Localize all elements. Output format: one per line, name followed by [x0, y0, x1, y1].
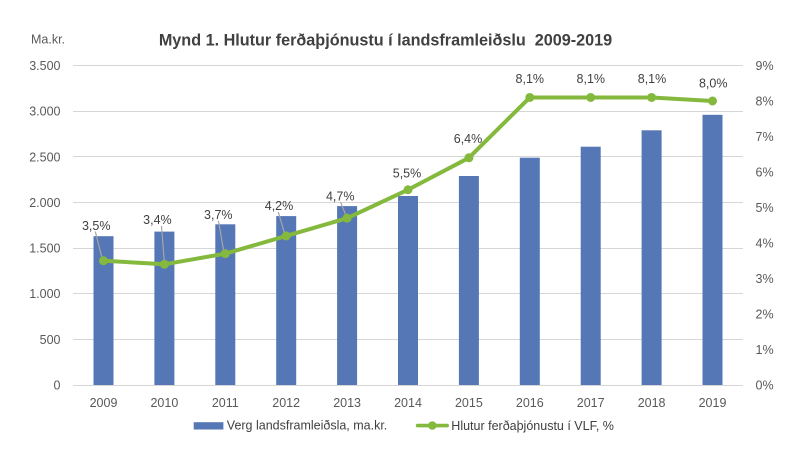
svg-text:1%: 1%	[756, 343, 774, 357]
svg-text:4%: 4%	[756, 237, 774, 251]
svg-text:8,1%: 8,1%	[577, 72, 606, 86]
svg-text:Hlutur ferðaþjónustu í VLF, %: Hlutur ferðaþjónustu í VLF, %	[451, 419, 614, 433]
svg-text:2.500: 2.500	[29, 150, 60, 164]
svg-text:5%: 5%	[756, 201, 774, 215]
svg-text:2011: 2011	[212, 396, 239, 410]
svg-text:3,4%: 3,4%	[143, 213, 172, 227]
svg-text:0: 0	[54, 379, 61, 393]
svg-text:6%: 6%	[756, 166, 774, 180]
svg-text:2015: 2015	[455, 396, 483, 410]
svg-text:4,2%: 4,2%	[265, 199, 294, 213]
svg-text:1.500: 1.500	[29, 242, 60, 256]
svg-text:9%: 9%	[756, 59, 774, 73]
svg-text:8%: 8%	[756, 95, 774, 109]
svg-text:5,5%: 5,5%	[393, 167, 422, 181]
svg-text:8,0%: 8,0%	[699, 76, 728, 90]
svg-text:Ma.kr.: Ma.kr.	[31, 33, 65, 47]
svg-text:3,7%: 3,7%	[204, 208, 233, 222]
svg-text:2019: 2019	[699, 396, 727, 410]
svg-text:2009: 2009	[90, 396, 118, 410]
svg-text:3%: 3%	[756, 272, 774, 286]
svg-text:2013: 2013	[333, 396, 361, 410]
svg-text:3,5%: 3,5%	[82, 219, 111, 233]
svg-text:2012: 2012	[272, 396, 300, 410]
svg-text:4,7%: 4,7%	[326, 190, 355, 204]
svg-text:Mynd 1. Hlutur ferðaþjónustu í: Mynd 1. Hlutur ferðaþjónustu í landsfram…	[159, 32, 612, 50]
svg-text:6,4%: 6,4%	[454, 132, 483, 146]
svg-text:500: 500	[40, 333, 61, 347]
svg-text:0%: 0%	[756, 379, 774, 393]
svg-text:Verg landsframleiðsla, ma.kr.: Verg landsframleiðsla, ma.kr.	[227, 419, 387, 433]
svg-text:1.000: 1.000	[29, 287, 60, 301]
svg-text:3.000: 3.000	[29, 105, 60, 119]
svg-text:3.500: 3.500	[29, 59, 60, 73]
svg-text:8,1%: 8,1%	[638, 72, 667, 86]
svg-text:2.000: 2.000	[29, 196, 60, 210]
svg-text:2016: 2016	[516, 396, 544, 410]
svg-text:2017: 2017	[577, 396, 605, 410]
svg-text:2%: 2%	[756, 308, 774, 322]
svg-text:7%: 7%	[756, 130, 774, 144]
svg-text:2010: 2010	[150, 396, 178, 410]
svg-text:2014: 2014	[394, 396, 422, 410]
svg-text:2018: 2018	[638, 396, 666, 410]
svg-text:8,1%: 8,1%	[516, 72, 545, 86]
